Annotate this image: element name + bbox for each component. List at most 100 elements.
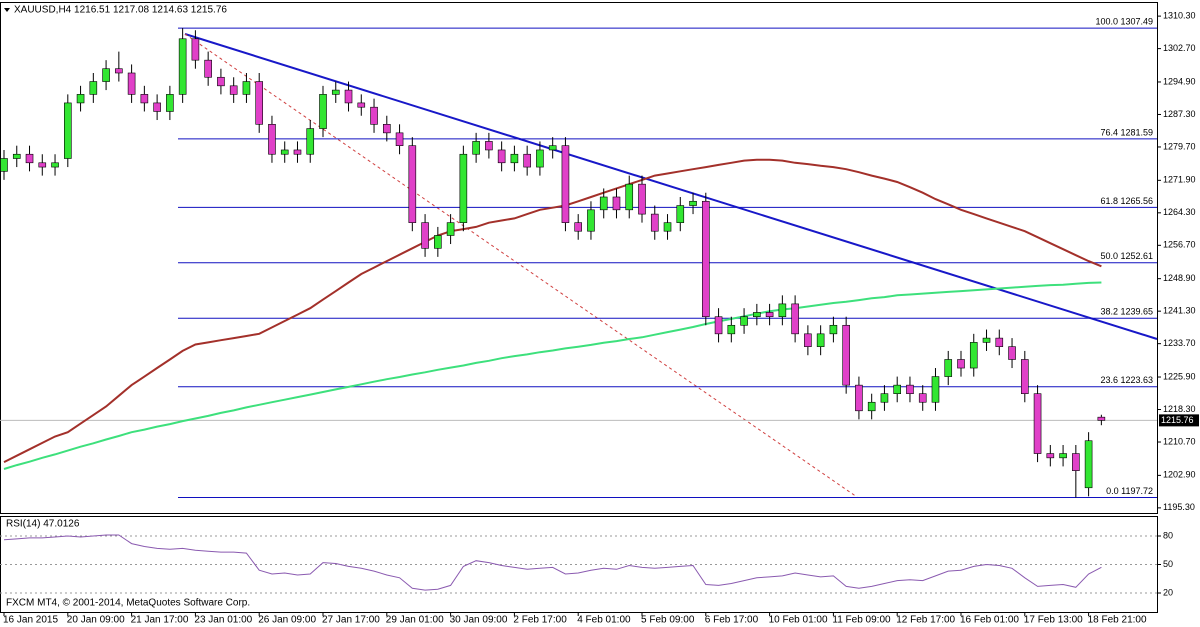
candle-body	[523, 153, 531, 168]
candle-body	[842, 324, 850, 386]
candle-body	[893, 384, 902, 394]
x-tick-label: 29 Jan 01:00	[386, 615, 444, 626]
rsi-title: RSI(14) 47.0126	[6, 519, 80, 530]
candle-body	[650, 213, 659, 232]
candle-body	[765, 312, 774, 318]
last-price-box	[1159, 414, 1199, 427]
x-tick-label: 16 Jan 2015	[3, 615, 58, 626]
candle-body	[727, 324, 736, 335]
candle-body	[115, 68, 123, 74]
candle-body	[1008, 346, 1016, 360]
candle-body	[38, 162, 47, 168]
x-tick-label: 21 Jan 17:00	[131, 615, 189, 626]
y-tick-label: 1271.90	[1163, 175, 1196, 185]
candle-body	[25, 153, 34, 164]
candle-body	[12, 153, 21, 159]
symbol-marker	[4, 8, 10, 12]
fib-label: 0.0 1197.72	[1106, 486, 1153, 496]
y-tick-label: 50	[1163, 559, 1173, 569]
y-tick-label: 1233.70	[1163, 338, 1196, 348]
candle-body	[689, 200, 697, 206]
candle-body	[344, 89, 353, 104]
y-tick-label: 20	[1163, 587, 1173, 597]
candle-body	[510, 153, 519, 164]
candle-body	[217, 76, 225, 87]
x-tick-label: 27 Jan 17:00	[322, 615, 380, 626]
fib-label: 76.4 1281.59	[1100, 127, 1153, 137]
candle-body	[1033, 393, 1042, 454]
candle-body	[166, 94, 174, 112]
candle-body	[957, 359, 965, 369]
candle-body	[906, 384, 914, 394]
candle-body	[446, 222, 455, 236]
candle-body	[791, 303, 799, 335]
candle-body	[497, 149, 506, 164]
candle-body	[638, 183, 646, 215]
candle-body	[561, 145, 570, 223]
candle-body	[64, 102, 72, 159]
candle-body	[931, 376, 940, 403]
y-tick-label: 80	[1163, 530, 1173, 540]
candle-body	[127, 72, 136, 95]
x-tick-label: 10 Feb 01:00	[769, 615, 828, 626]
candle-body	[89, 81, 98, 95]
candle-body	[612, 196, 621, 211]
candle-body	[855, 384, 863, 412]
candle-body	[255, 81, 263, 125]
candle-body	[1020, 359, 1029, 394]
candle-body	[459, 153, 468, 223]
candle-body	[663, 222, 672, 232]
candle-body	[867, 401, 876, 412]
candle-body	[51, 162, 59, 168]
x-tick-label: 23 Jan 01:00	[194, 615, 252, 626]
y-tick-label: 1310.30	[1163, 10, 1196, 20]
fib-diagonal	[184, 33, 858, 498]
candle-body	[714, 316, 723, 335]
x-tick-label: 5 Feb 09:00	[641, 615, 695, 626]
y-tick-label: 1302.70	[1163, 43, 1196, 53]
candle-body	[331, 89, 340, 95]
candle-body	[778, 303, 787, 318]
x-tick-label: 12 Feb 17:00	[896, 615, 955, 626]
candle-body	[204, 59, 212, 78]
moving-average	[3, 281, 1102, 470]
candle-body	[944, 359, 953, 377]
y-tick-label: 1287.30	[1163, 109, 1196, 119]
moving-average	[3, 158, 1102, 463]
candle-body	[676, 205, 685, 223]
fib-label: 61.8 1265.56	[1100, 196, 1153, 206]
y-tick-label: 1264.30	[1163, 207, 1196, 217]
x-tick-label: 30 Jan 09:00	[450, 615, 508, 626]
fib-label: 50.0 1252.61	[1100, 251, 1153, 261]
rsi-line	[3, 534, 1102, 591]
y-tick-label: 1210.70	[1163, 436, 1196, 446]
candle-body	[140, 94, 149, 104]
candle-body	[268, 124, 276, 155]
candle-body	[1046, 453, 1055, 459]
candle-body	[918, 393, 927, 403]
candle-body	[625, 183, 634, 211]
x-tick-label: 2 Feb 17:00	[513, 615, 567, 626]
x-tick-label: 18 Feb 21:00	[1088, 615, 1147, 626]
candle-body	[306, 128, 315, 155]
candle-body	[242, 81, 251, 95]
x-tick-label: 11 Feb 09:00	[832, 615, 891, 626]
candle-body	[829, 324, 838, 335]
candle-body	[370, 106, 378, 125]
candle-body	[178, 38, 187, 95]
chart-title: XAUUSD,H4 1216.51 1217.08 1214.63 1215.7…	[14, 5, 227, 16]
x-tick-label: 4 Feb 01:00	[577, 615, 631, 626]
candle-body	[880, 393, 889, 403]
candle-body	[1059, 453, 1067, 459]
candle-body	[701, 200, 710, 318]
y-tick-label: 1248.90	[1163, 273, 1196, 283]
candle-body	[740, 316, 748, 326]
y-tick-label: 1294.90	[1163, 76, 1196, 86]
candle-body	[191, 38, 200, 61]
x-tick-label: 20 Jan 09:00	[67, 615, 125, 626]
x-tick-label: 6 Feb 17:00	[705, 615, 759, 626]
candle-body	[548, 145, 557, 151]
candle-body	[229, 85, 238, 95]
